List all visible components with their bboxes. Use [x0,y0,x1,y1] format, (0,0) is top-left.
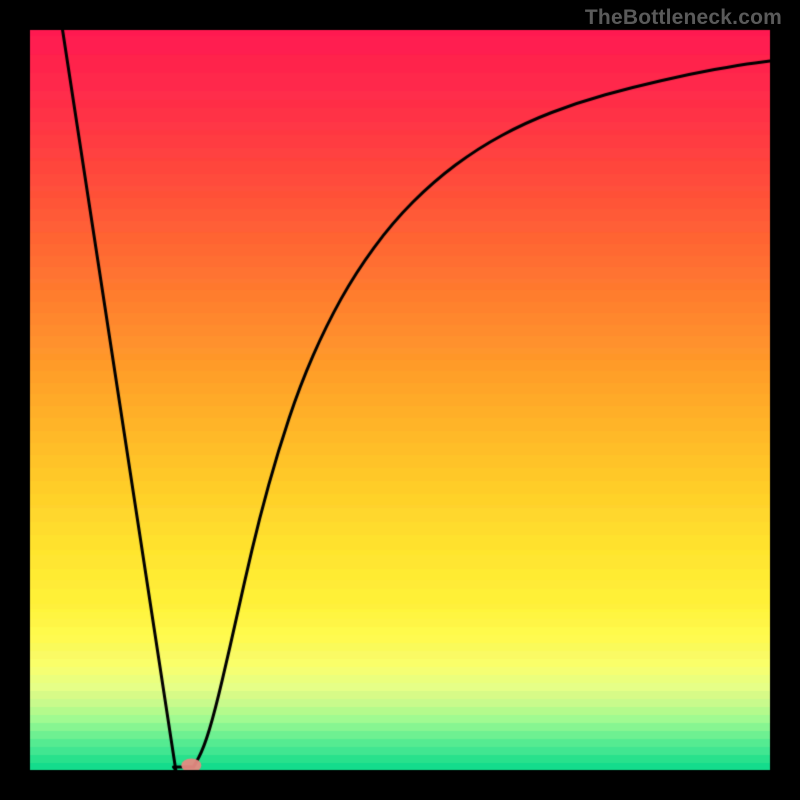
chart-image: TheBottleneck.com [0,0,800,800]
attribution-text: TheBottleneck.com [585,6,782,30]
bottleneck-chart-canvas [0,0,800,800]
